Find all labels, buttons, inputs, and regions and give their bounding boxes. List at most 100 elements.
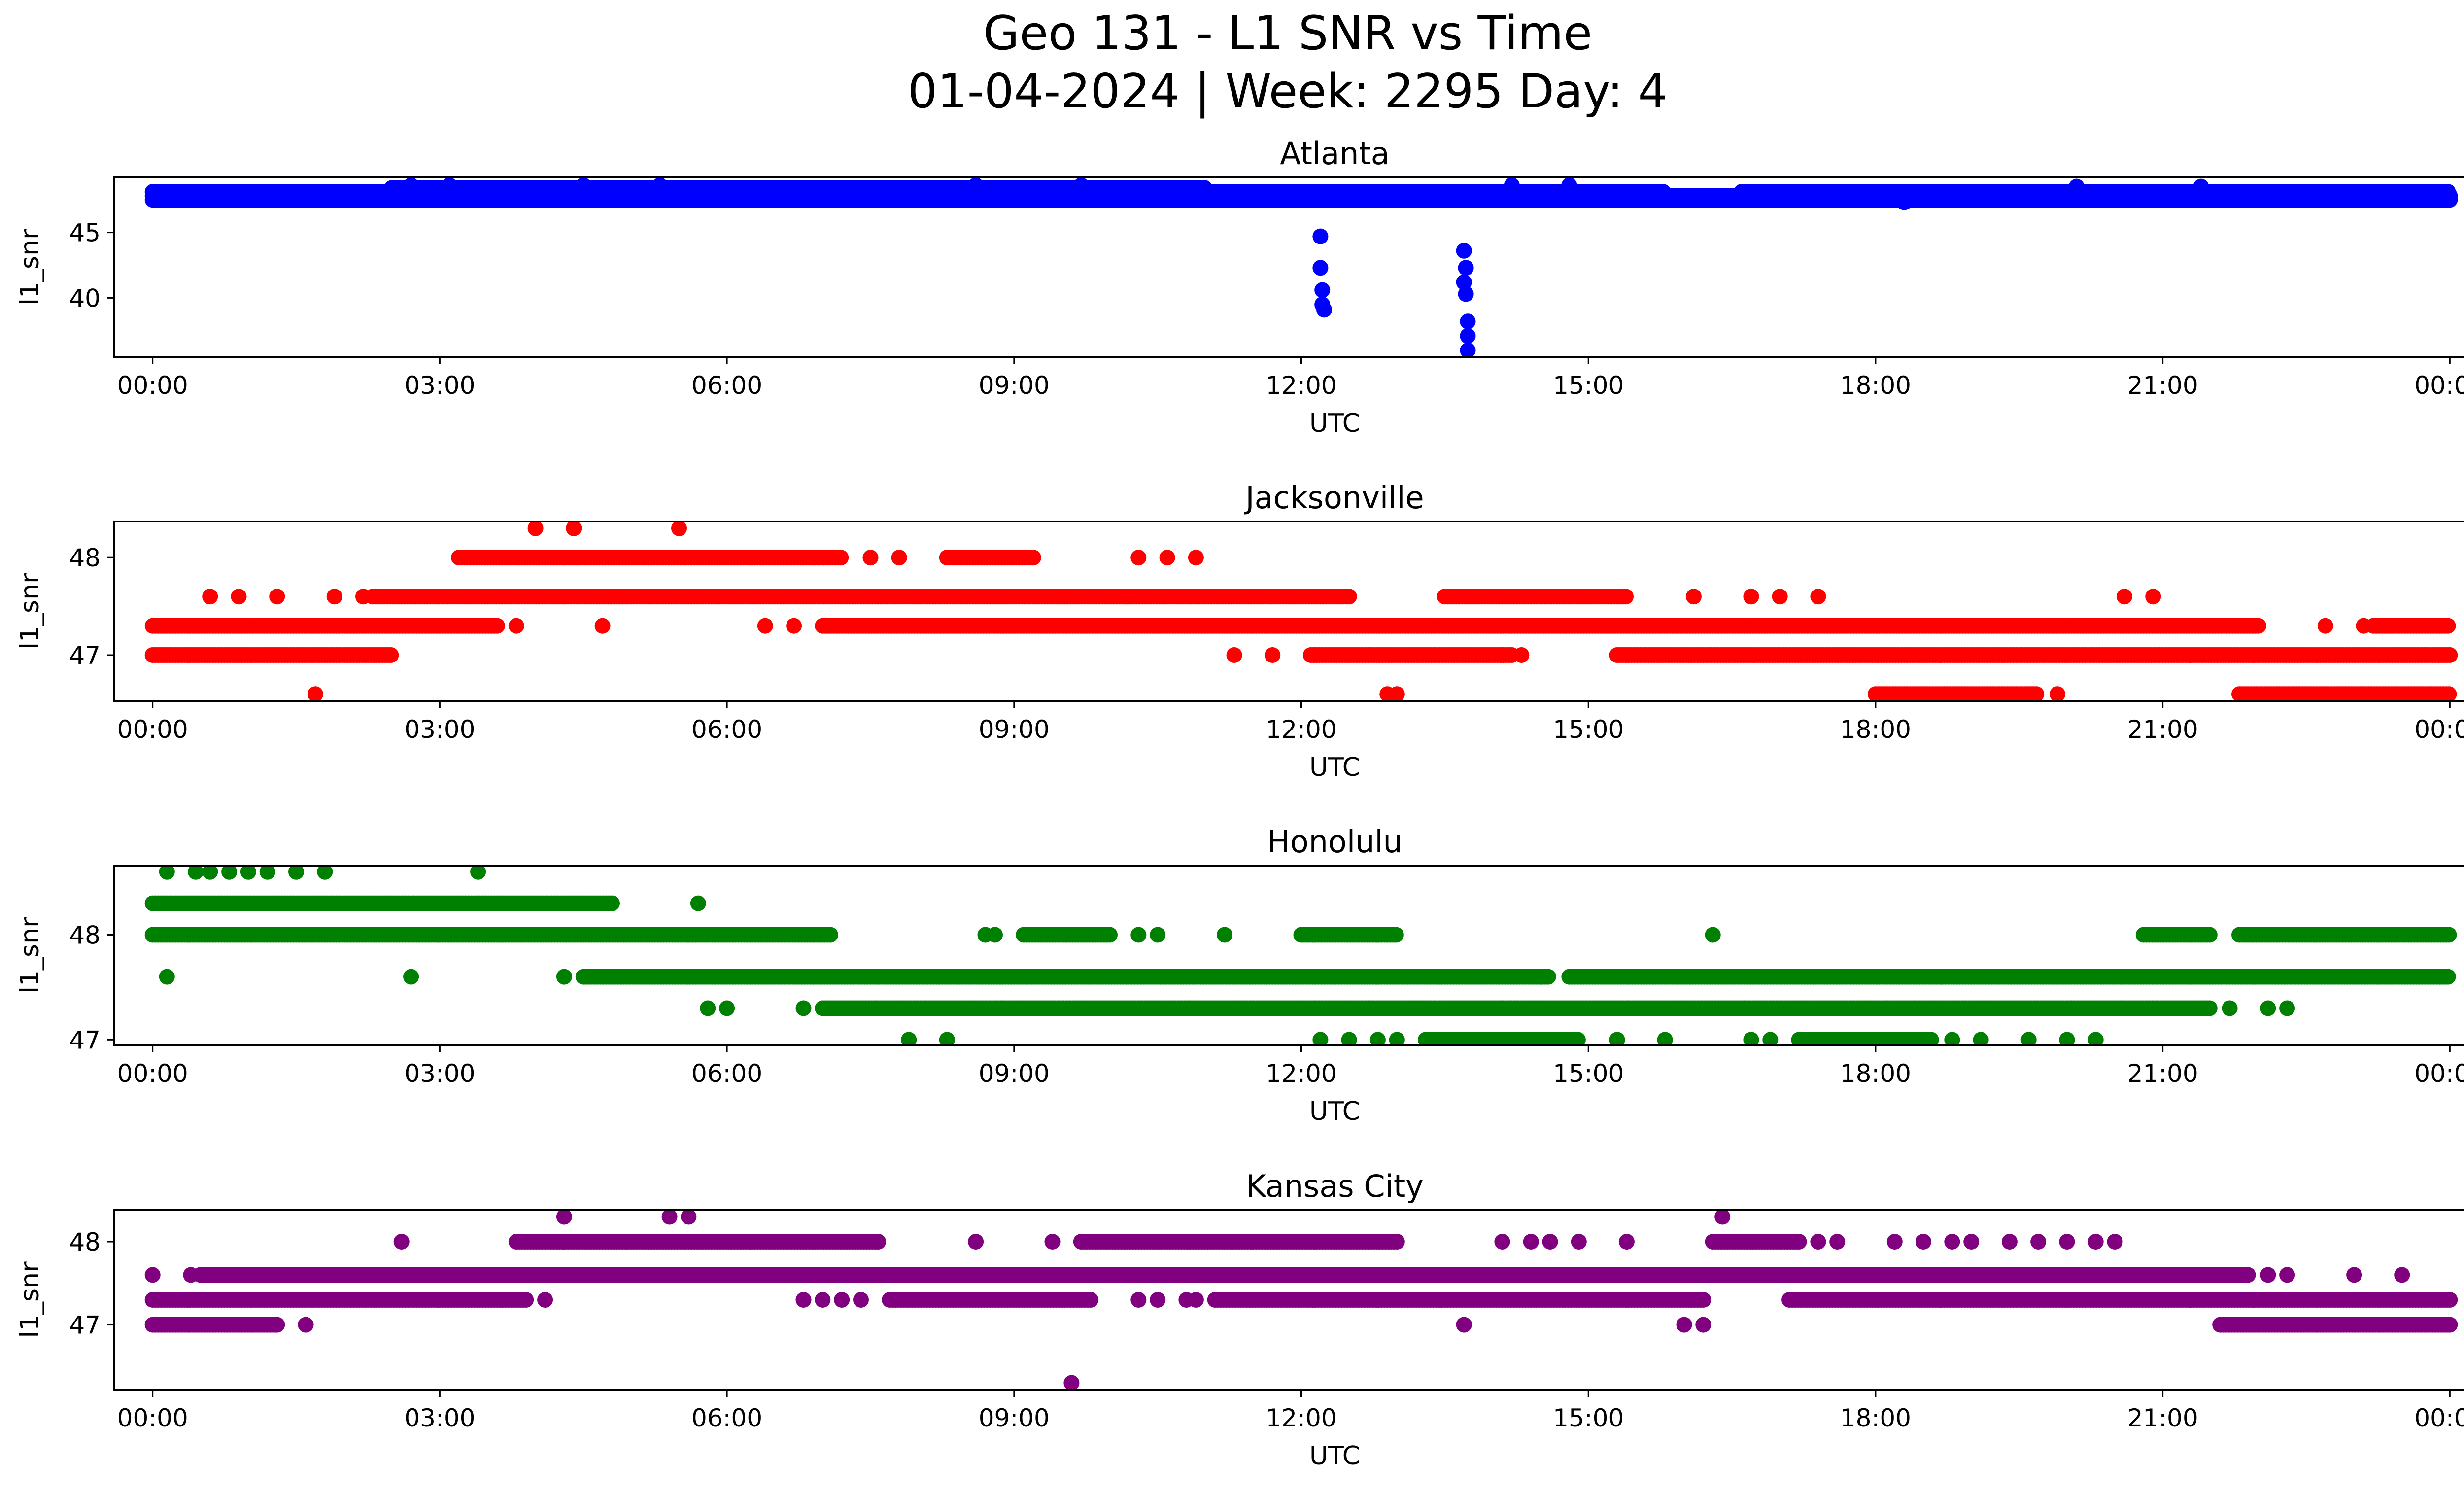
data-points xyxy=(144,177,2458,357)
data-point xyxy=(1314,282,1331,298)
data-point xyxy=(2442,647,2458,663)
figure-subtitle: 01-04-2024 | Week: 2295 Day: 4 xyxy=(908,65,1668,119)
data-point xyxy=(652,177,668,193)
data-point xyxy=(2028,686,2045,701)
x-tick-label: 12:00 xyxy=(1266,715,1336,744)
data-point xyxy=(786,618,802,634)
y-tick-label: 40 xyxy=(69,284,101,313)
subplot-title: Honolulu xyxy=(1267,824,1403,860)
subplots: Atlanta 00:00 03:00 06:00 09:00 12:00 15:00 18:… xyxy=(15,136,2464,1471)
x-axis-label: UTC xyxy=(1309,753,1360,782)
data-point xyxy=(671,522,687,536)
data-point xyxy=(403,177,419,193)
data-point xyxy=(2193,178,2209,195)
data-point xyxy=(1159,550,1175,566)
data-point xyxy=(1197,180,1213,196)
data-point xyxy=(1025,550,1041,566)
data-point xyxy=(1389,686,1405,701)
data-point xyxy=(2441,686,2457,701)
data-point xyxy=(1772,589,1788,605)
data-point xyxy=(1456,243,1472,259)
data-point xyxy=(833,550,849,566)
x-tick-label: 00:00 xyxy=(117,715,188,744)
data-point xyxy=(1458,286,1474,302)
data-point xyxy=(594,618,611,634)
y-tick-label: 45 xyxy=(69,219,101,247)
data-points xyxy=(144,522,2458,701)
x-tick-label: 15:00 xyxy=(1553,715,1624,744)
data-point xyxy=(2317,618,2333,634)
data-point xyxy=(1743,589,1759,605)
axes-frame xyxy=(113,176,2464,358)
x-tick-label: 18:00 xyxy=(1840,715,1911,744)
data-point xyxy=(441,177,457,193)
x-tick-label: 06:00 xyxy=(691,715,762,744)
data-point xyxy=(1513,647,1530,663)
data-point xyxy=(1265,647,1281,663)
subplot-title: Atlanta xyxy=(1280,136,1389,172)
data-point xyxy=(1456,274,1472,290)
data-point xyxy=(1504,177,1520,193)
data-points xyxy=(144,866,2457,1045)
x-tick-label: 21:00 xyxy=(2127,371,2198,400)
x-tick-label: 09:00 xyxy=(979,715,1050,744)
data-point xyxy=(1460,328,1476,344)
data-point xyxy=(2356,618,2372,634)
data-point xyxy=(1458,260,1474,276)
y-tick-label: 47 xyxy=(69,641,101,670)
data-point xyxy=(1460,313,1476,330)
data-point xyxy=(1341,589,1357,605)
data-point xyxy=(269,589,285,605)
data-point xyxy=(1561,177,1577,193)
data-point xyxy=(604,895,620,911)
data-point xyxy=(566,522,582,536)
data-point xyxy=(2050,686,2065,701)
x-tick-label: 00:00 xyxy=(2414,715,2464,744)
x-tick-label: 03:00 xyxy=(404,371,475,400)
y-axis-label: l1_snr xyxy=(15,573,45,650)
data-point xyxy=(508,618,524,634)
data-point xyxy=(202,589,218,605)
x-tick-label: 12:00 xyxy=(1266,371,1336,400)
figure-title: Geo 131 - L1 SNR vs Time xyxy=(983,6,1592,61)
x-tick-label: 09:00 xyxy=(979,371,1050,400)
data-point xyxy=(489,618,505,634)
data-point xyxy=(1685,589,1702,605)
x-tick-label: 03:00 xyxy=(404,715,475,744)
data-point xyxy=(1896,194,1913,210)
data-point xyxy=(2440,184,2456,200)
data-point xyxy=(757,618,773,634)
x-tick-label: 21:00 xyxy=(2127,715,2198,744)
data-point xyxy=(1073,177,1089,193)
x-tick-label: 15:00 xyxy=(1553,371,1624,400)
data-point xyxy=(862,550,879,566)
x-tick-label: 00:00 xyxy=(2414,371,2464,400)
data-point xyxy=(891,550,907,566)
data-point xyxy=(1188,550,1204,566)
data-point xyxy=(1316,302,1333,318)
data-point xyxy=(2440,618,2456,634)
data-point xyxy=(822,927,838,943)
data-point xyxy=(527,522,544,536)
subplot-jacksonville: Jacksonville 00:00 03:00 06:00 09:00 12:00 15:… xyxy=(15,480,2464,782)
data-point xyxy=(968,177,984,193)
data-point xyxy=(231,589,247,605)
subplot-atlanta: Atlanta 00:00 03:00 06:00 09:00 12:00 15:00 18:… xyxy=(15,136,2464,438)
subplot-title: Jacksonville xyxy=(1243,480,1424,516)
data-point xyxy=(2250,618,2266,634)
data-point xyxy=(2145,589,2161,605)
x-axis-label: UTC xyxy=(1309,409,1360,438)
x-tick-label: 06:00 xyxy=(691,371,762,400)
data-point xyxy=(1312,228,1329,244)
data-point xyxy=(575,177,591,193)
y-tick-label: 48 xyxy=(69,544,101,572)
data-point xyxy=(1618,589,1634,605)
data-point xyxy=(2116,589,2132,605)
x-tick-label: 00:00 xyxy=(117,371,188,400)
data-point xyxy=(1312,260,1329,276)
x-tick-label: 18:00 xyxy=(1840,371,1911,400)
data-point xyxy=(1810,589,1826,605)
data-point xyxy=(1130,550,1147,566)
